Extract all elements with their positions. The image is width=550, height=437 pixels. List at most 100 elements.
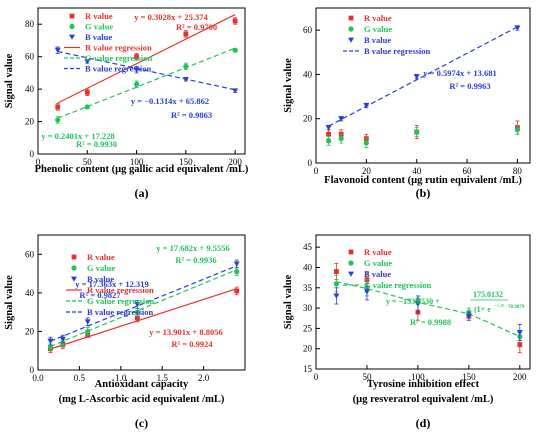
data-point-triangle xyxy=(413,74,420,80)
plot-frame xyxy=(37,7,246,155)
data-point-triangle xyxy=(232,88,239,94)
data-point-triangle xyxy=(514,25,521,31)
y-tick-label: 20 xyxy=(25,326,35,336)
regression-equation-numerator: 175.0132 xyxy=(473,290,503,299)
y-tick-label: 40 xyxy=(25,84,35,94)
x-tick-label: 0 xyxy=(314,166,319,176)
legend-marker xyxy=(69,34,75,40)
data-point-square xyxy=(55,104,61,110)
y-tick-label: 60 xyxy=(25,52,35,62)
legend-label: R value xyxy=(85,11,113,21)
legend-label: B value xyxy=(364,35,391,45)
y-tick-label: 0 xyxy=(308,158,313,168)
legend-marker xyxy=(348,271,354,277)
regression-equation: y = 0.5974x + 13.681 xyxy=(423,68,496,78)
regression-r2: R² = 0.9700 xyxy=(176,22,217,32)
legend-marker xyxy=(348,37,354,43)
y-tick-label: 40 xyxy=(25,288,35,298)
data-point-triangle xyxy=(516,330,523,336)
x-tick-label: 150 xyxy=(179,157,193,167)
plot-frame xyxy=(37,234,246,371)
legend-marker xyxy=(348,26,354,32)
panel-label: (a) xyxy=(135,186,149,200)
data-point-circle xyxy=(338,136,344,142)
plot-frame xyxy=(315,234,531,370)
regression-equation-exponent: −3.49… xyxy=(494,303,509,308)
legend-label: G value xyxy=(364,24,392,34)
regression-r2: R² = 0.9924 xyxy=(171,339,213,349)
data-point-square xyxy=(326,131,331,137)
legend-label: R value xyxy=(364,13,392,23)
data-point-triangle xyxy=(134,302,141,308)
data-point-square xyxy=(134,315,140,321)
data-point-triangle xyxy=(133,67,140,73)
data-point-circle xyxy=(363,140,369,146)
data-point-circle xyxy=(333,281,339,287)
regression-equation: y = −0.1314x + 65.862 xyxy=(131,96,209,106)
regression-r2: R² = 0.9936 xyxy=(175,255,216,265)
data-point-circle xyxy=(133,81,140,87)
x-tick-label: 0.5 xyxy=(74,373,86,383)
data-point-circle xyxy=(234,269,240,275)
legend-label: B value xyxy=(87,274,114,284)
y-tick-label: 40 xyxy=(303,69,313,79)
x-tick-label: 0.0 xyxy=(32,373,44,383)
data-point-triangle xyxy=(363,103,370,109)
x-axis-label-line2: (µg resveratrol equivalent /mL) xyxy=(353,394,494,405)
y-tick-label: 60 xyxy=(303,25,313,35)
regression-equation: y = −133.8530 + xyxy=(386,297,440,306)
x-tick-label: 60 xyxy=(463,166,473,176)
y-tick-label: 0 xyxy=(30,365,35,375)
regression-r2: R² = 0.9863 xyxy=(171,110,212,120)
data-point-triangle xyxy=(54,47,61,53)
y-tick-label: 80 xyxy=(25,19,35,29)
x-tick-label: 100 xyxy=(130,157,144,167)
data-point-circle xyxy=(85,328,91,335)
x-tick-label: 0 xyxy=(314,372,319,382)
legend-label: R value regression xyxy=(87,285,154,295)
data-point-triangle xyxy=(325,125,332,131)
legend-label: G value xyxy=(87,263,115,273)
data-point-triangle xyxy=(59,336,66,342)
legend-marker xyxy=(348,260,354,266)
y-tick-label: 25 xyxy=(303,323,313,333)
data-point-square xyxy=(333,269,339,274)
data-point-triangle xyxy=(333,293,340,299)
data-point-triangle xyxy=(465,313,472,320)
y-tick-label: 15 xyxy=(303,364,313,374)
legend-label: B value regression xyxy=(85,64,152,74)
x-axis-label: Antioxidant capacity xyxy=(95,379,189,390)
data-point-square xyxy=(134,54,139,60)
x-tick-label: 200 xyxy=(228,157,242,167)
regression-line xyxy=(57,14,236,104)
legend-marker xyxy=(348,249,354,255)
data-point-circle xyxy=(47,344,54,350)
panel-label: (c) xyxy=(135,416,148,430)
legend-label: R value xyxy=(87,252,115,262)
y-tick-label: 45 xyxy=(303,242,313,252)
data-point-circle xyxy=(183,63,189,69)
regression-equation: y = 13.901x + 8.8056 xyxy=(149,327,222,337)
legend-label: G value xyxy=(85,22,113,32)
regression-equation-power: 78.9879 xyxy=(508,305,525,310)
data-point-circle xyxy=(414,129,420,135)
x-axis-label: Flavonoid content (µg rutin equivalent /… xyxy=(324,175,522,186)
data-point-circle xyxy=(325,138,332,144)
regression-equation: y = 17.682x + 9.5556 xyxy=(156,243,229,253)
y-axis-label: Signal value xyxy=(283,58,294,113)
x-tick-label: 40 xyxy=(412,166,422,176)
legend-label: G value xyxy=(364,258,392,268)
data-point-circle xyxy=(55,117,61,123)
data-point-square xyxy=(183,31,189,37)
y-tick-label: 35 xyxy=(303,283,313,293)
data-point-square xyxy=(517,342,523,348)
data-point-square xyxy=(234,288,240,294)
data-point-triangle xyxy=(338,116,345,122)
y-tick-label: 20 xyxy=(303,114,313,124)
x-axis-label-line2: (mg L-Ascorbic acid equivalent /mL) xyxy=(59,394,225,405)
data-point-circle xyxy=(232,47,238,53)
x-tick-label: 50 xyxy=(362,372,372,382)
x-tick-label: 200 xyxy=(513,372,527,382)
legend-marker xyxy=(71,254,77,260)
